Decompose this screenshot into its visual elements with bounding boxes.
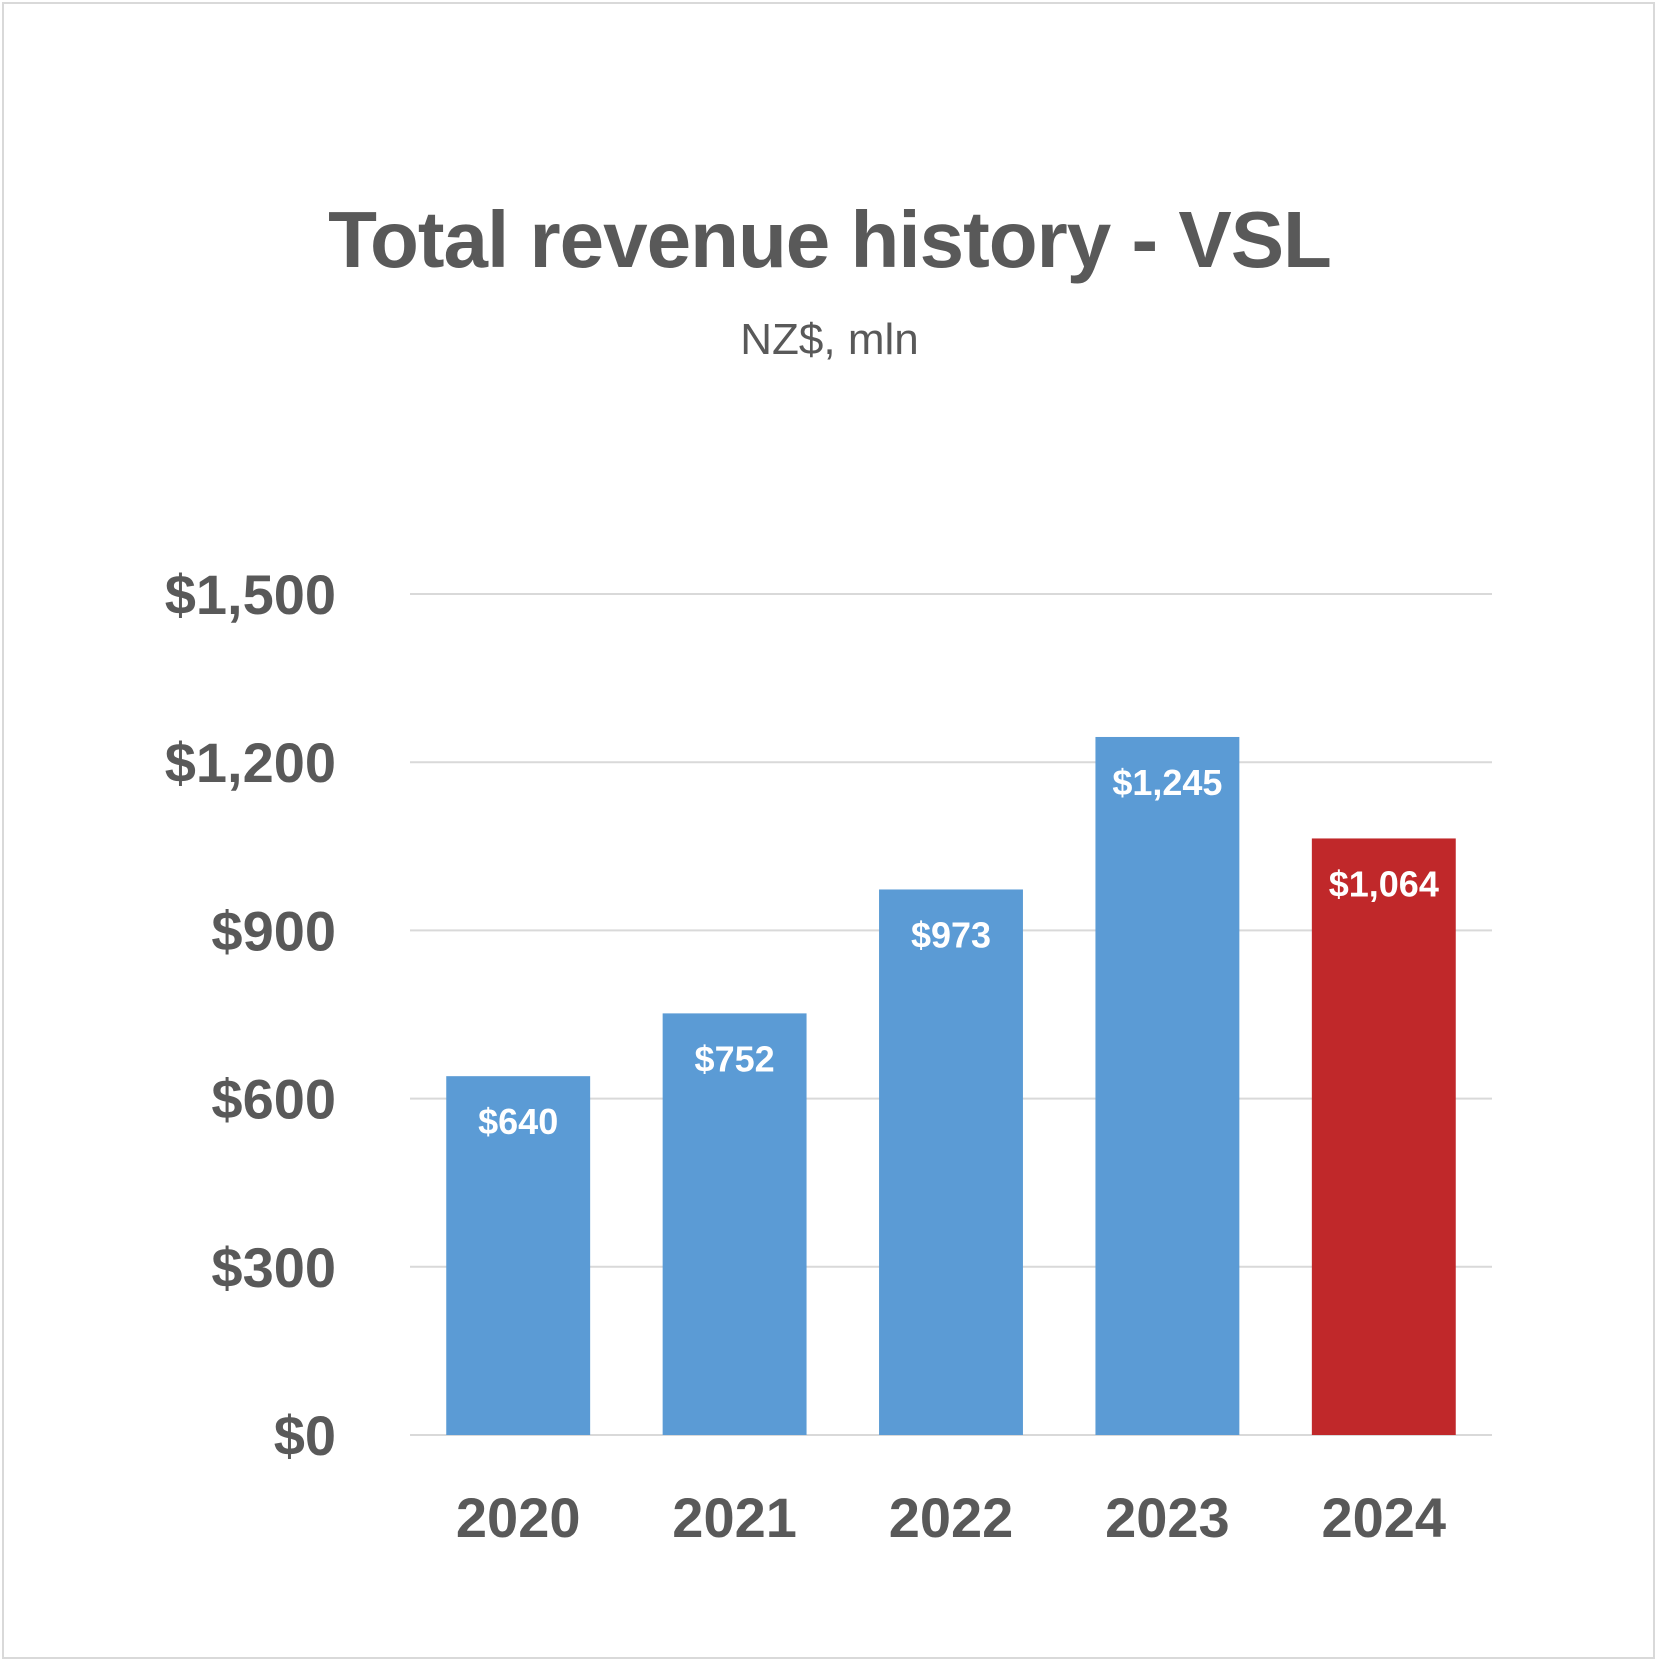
data-labels: $640 $752 $973 $1,245 $1,064 [478,762,1439,1142]
y-tick-label: $0 [274,1404,336,1467]
x-tick-label-2024: 2024 [1322,1486,1447,1549]
bar-2022 [879,889,1023,1435]
bars [446,736,1456,1435]
y-tick-label: $300 [211,1236,336,1299]
x-tick-label-2020: 2020 [456,1486,581,1549]
data-label-2024: $1,064 [1329,863,1439,904]
y-axis-tick-labels: $0 $300 $600 $900 $1,200 $1,500 [165,563,336,1467]
x-tick-label-2022: 2022 [889,1486,1014,1549]
data-label-2023: $1,245 [1112,762,1222,803]
y-tick-label: $900 [211,899,336,962]
chart-title: Total revenue history - VSL [328,195,1332,284]
data-label-2020: $640 [478,1101,558,1142]
x-tick-label-2023: 2023 [1105,1486,1230,1549]
y-tick-label: $1,500 [165,563,336,626]
y-tick-label: $1,200 [165,731,336,794]
bar-2024 [1311,838,1456,1435]
bar-2023 [1095,736,1240,1435]
y-tick-label: $600 [211,1068,336,1131]
chart-subtitle: NZ$, mln [740,315,919,364]
data-label-2021: $752 [695,1038,775,1079]
bar-2020 [446,1076,591,1435]
x-tick-label-2021: 2021 [672,1486,797,1549]
data-label-2022: $973 [911,914,991,955]
x-axis-tick-labels: 2020 2021 2022 2023 2024 [456,1486,1446,1549]
bar-2021 [662,1013,807,1435]
